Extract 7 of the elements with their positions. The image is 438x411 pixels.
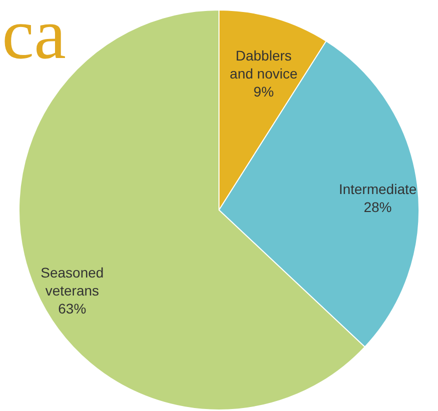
slice-label: Dabblers and novice <box>230 47 298 82</box>
data-label: 28% <box>364 198 392 215</box>
data-label: 63% <box>58 300 86 317</box>
slice-label: Intermediate <box>338 180 417 197</box>
data-label: 9% <box>254 83 274 100</box>
text: ca <box>2 0 66 74</box>
slice-label: Seasoned veterans <box>40 264 104 299</box>
